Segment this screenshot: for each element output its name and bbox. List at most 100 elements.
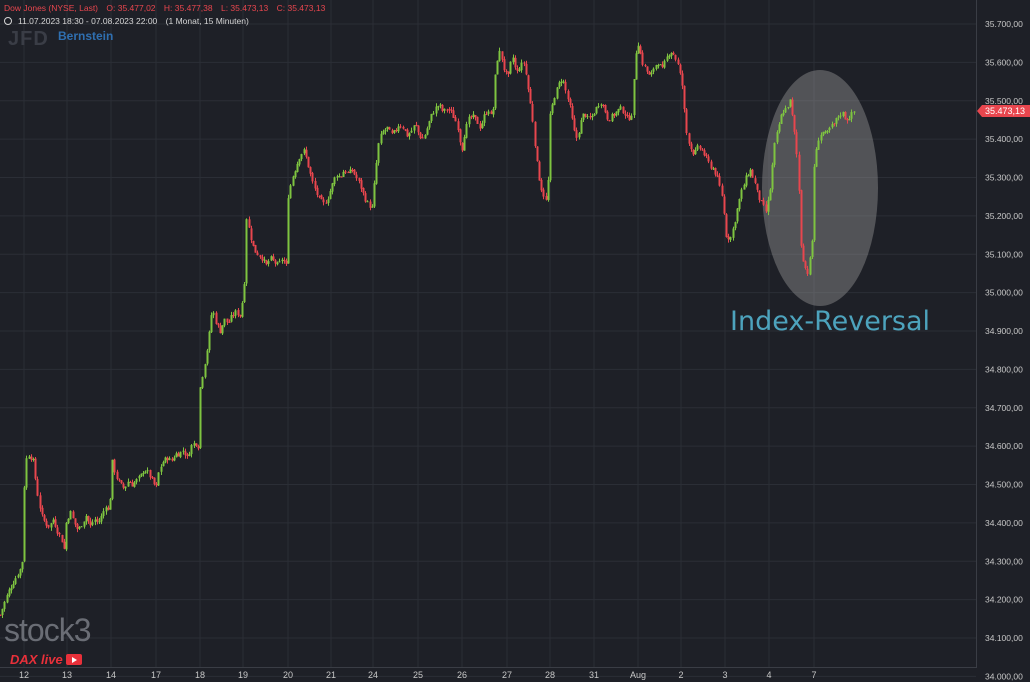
candle-down-body xyxy=(322,199,325,203)
candle-down-body xyxy=(184,451,187,456)
candle-down-body xyxy=(699,145,702,149)
play-icon xyxy=(65,654,82,665)
candle-up-body xyxy=(809,257,812,275)
candle-down-body xyxy=(311,173,314,182)
candle-up-body xyxy=(670,53,673,56)
candle-down-body xyxy=(219,325,222,334)
candle-up-body xyxy=(14,578,17,584)
candlestick-series xyxy=(0,42,856,619)
candle-down-body xyxy=(705,154,708,157)
candle-down-body xyxy=(89,520,92,526)
high-value: H: 35.477,38 xyxy=(163,3,213,13)
open-value: O: 35.477,02 xyxy=(106,3,156,13)
price-axis-label: 35.000,00 xyxy=(985,288,1023,298)
time-axis-label: 17 xyxy=(151,670,161,680)
candle-up-body xyxy=(263,259,266,261)
candle-up-body xyxy=(12,584,15,589)
candle-down-body xyxy=(30,456,33,460)
candle-up-body xyxy=(520,62,523,71)
candle-down-body xyxy=(265,260,268,265)
candle-up-body xyxy=(188,453,191,457)
last-price-tag-label: 35.473,13 xyxy=(985,106,1025,116)
candle-down-body xyxy=(283,260,286,262)
candle-down-body xyxy=(793,115,796,132)
candle-down-body xyxy=(514,57,517,68)
candle-up-body xyxy=(32,459,35,461)
candle-up-body xyxy=(811,240,814,257)
candle-up-body xyxy=(443,108,446,111)
candle-up-body xyxy=(776,132,779,143)
candle-up-body xyxy=(424,134,427,139)
candle-down-body xyxy=(661,64,664,67)
candle-up-body xyxy=(208,331,211,351)
candle-down-body xyxy=(351,169,354,171)
candle-down-body xyxy=(362,188,365,193)
candle-up-body xyxy=(824,131,827,133)
candle-up-body xyxy=(28,456,31,459)
candle-down-body xyxy=(490,111,493,114)
candle-up-body xyxy=(164,457,167,463)
candle-up-body xyxy=(611,113,614,122)
dax-live-badge[interactable]: DAX live xyxy=(10,652,82,667)
candle-down-body xyxy=(679,64,682,74)
candle-down-body xyxy=(116,471,119,480)
candle-up-body xyxy=(221,325,224,334)
candle-down-body xyxy=(529,89,532,104)
candle-down-body xyxy=(624,113,627,116)
candle-up-body xyxy=(712,168,715,170)
candle-down-body xyxy=(107,507,110,510)
candle-up-body xyxy=(190,445,193,455)
candle-down-body xyxy=(441,104,444,111)
candle-down-body xyxy=(129,482,132,484)
index-reversal-annotation: Index-Reversal xyxy=(730,306,931,337)
candle-down-body xyxy=(701,149,704,151)
candle-down-body xyxy=(802,245,805,262)
candle-down-body xyxy=(252,240,255,246)
candle-up-body xyxy=(133,482,136,487)
candle-up-body xyxy=(835,118,838,124)
price-axis-label: 34.800,00 xyxy=(985,364,1023,374)
candle-down-body xyxy=(131,482,134,487)
candle-down-body xyxy=(474,115,477,118)
candle-down-body xyxy=(516,68,519,71)
candle-down-body xyxy=(228,321,231,323)
candle-down-body xyxy=(485,114,488,116)
candle-up-body xyxy=(778,124,781,132)
candle-down-body xyxy=(725,214,728,237)
candle-down-body xyxy=(606,111,609,120)
candle-down-body xyxy=(613,114,616,116)
candle-up-body xyxy=(138,476,141,479)
candle-up-body xyxy=(549,113,552,181)
candle-up-body xyxy=(435,106,438,114)
candle-down-body xyxy=(760,200,763,202)
candle-down-body xyxy=(602,105,605,107)
candle-up-body xyxy=(773,142,776,165)
candle-down-body xyxy=(608,119,611,122)
candle-up-body xyxy=(91,522,94,525)
candle-up-body xyxy=(329,191,332,200)
candle-down-body xyxy=(795,132,798,155)
candle-down-body xyxy=(72,511,75,519)
candle-up-body xyxy=(333,177,336,185)
candle-up-body xyxy=(157,472,160,486)
candle-up-body xyxy=(382,131,385,135)
price-axis-label: 34.500,00 xyxy=(985,480,1023,490)
candle-down-body xyxy=(344,171,347,173)
candle-up-body xyxy=(732,228,735,238)
candle-up-body xyxy=(578,133,581,138)
time-axis-label: 25 xyxy=(413,670,423,680)
price-axis-label: 34.700,00 xyxy=(985,403,1023,413)
candle-up-body xyxy=(853,111,856,113)
candle-up-body xyxy=(591,116,594,118)
candle-down-body xyxy=(54,519,57,527)
candle-up-body xyxy=(397,126,400,132)
candle-down-body xyxy=(584,113,587,117)
candle-down-body xyxy=(226,318,229,323)
candle-up-body xyxy=(428,121,431,128)
candle-up-body xyxy=(83,521,86,527)
candle-up-body xyxy=(666,56,669,61)
candle-up-body xyxy=(10,587,13,591)
candle-up-body xyxy=(747,175,750,177)
candle-down-body xyxy=(0,614,2,616)
candle-down-body xyxy=(274,260,277,264)
